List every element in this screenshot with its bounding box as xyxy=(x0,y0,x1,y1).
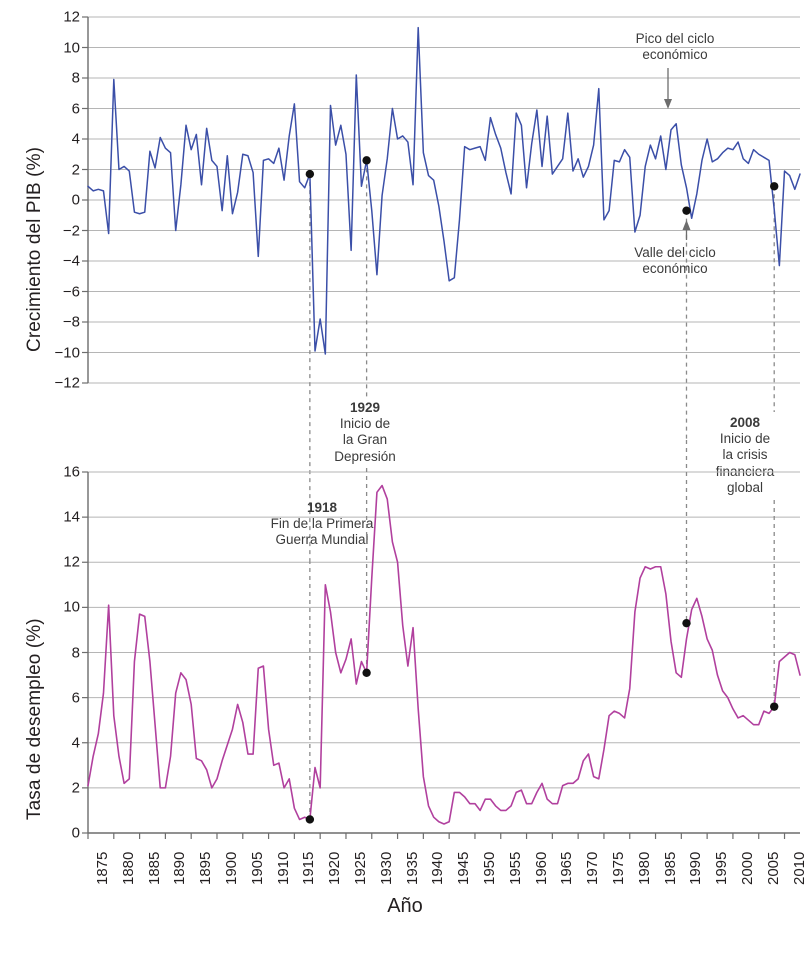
x-tick-label: 1895 xyxy=(197,851,215,885)
x-tick-label: 1930 xyxy=(377,851,395,885)
trough-arrowhead xyxy=(682,220,691,230)
y-tick-label: 8 xyxy=(71,69,80,87)
x-tick-label: 1890 xyxy=(171,851,189,885)
x-tick-label: 1955 xyxy=(506,851,524,885)
x-tick-label: 2010 xyxy=(790,851,808,885)
y-tick-label: −8 xyxy=(62,313,80,331)
y-tick-label: 10 xyxy=(63,39,80,56)
x-axis-label: Año xyxy=(387,895,423,917)
y-tick-label: 8 xyxy=(71,644,80,661)
y-tick-label: 0 xyxy=(71,191,80,209)
x-tick-label: 1920 xyxy=(326,851,344,885)
cycle-marker-point xyxy=(305,815,315,824)
cycle-marker-point xyxy=(682,206,691,215)
annotation-2008: 2008 Inicio de la crisis financiera glob… xyxy=(690,415,800,496)
annotation-1918-year: 1918 xyxy=(306,500,338,515)
y-tick-label: 4 xyxy=(71,130,80,148)
x-tick-label: 1990 xyxy=(687,851,705,885)
annotation-1918: 1918 Fin de la Primera Guerra Mundial xyxy=(232,500,412,549)
y-tick-label: 10 xyxy=(63,598,80,616)
y-tick-label: 4 xyxy=(71,734,80,752)
y-tick-label: 6 xyxy=(71,689,80,707)
y-tick-label: 12 xyxy=(63,553,80,571)
x-tick-label: 1935 xyxy=(403,851,421,885)
annotation-trough-line1: Valle del ciclo xyxy=(634,245,716,260)
annotation-2008-line1: Inicio de xyxy=(719,431,771,447)
annotation-1918-line2: Guerra Mundial xyxy=(275,532,369,548)
x-tick-label: 1915 xyxy=(300,851,318,885)
unemployment-rate-line xyxy=(87,484,801,825)
x-tick-label: 1875 xyxy=(94,851,111,885)
gdp-chart-canvas xyxy=(82,16,801,560)
x-tick-label: 1910 xyxy=(274,851,292,885)
x-tick-label: 2000 xyxy=(738,851,756,885)
annotation-2008-line3: financiera xyxy=(715,463,775,479)
annotation-1929-line3: Depresión xyxy=(334,448,396,464)
cycle-marker-point xyxy=(682,618,691,628)
y-tick-label: −10 xyxy=(54,344,80,361)
x-tick-label: 1960 xyxy=(532,851,550,885)
y-tick-label: 6 xyxy=(71,100,80,117)
x-tick-label: 2005 xyxy=(764,851,782,885)
cycle-marker-point xyxy=(305,169,315,179)
x-tick-label: 1985 xyxy=(661,851,679,885)
gdp-growth-line xyxy=(87,26,801,355)
x-tick-label: 1950 xyxy=(480,851,498,885)
y-tick-label: −12 xyxy=(54,374,80,392)
x-tick-label: 1970 xyxy=(584,851,602,885)
peak-arrowhead xyxy=(664,99,672,109)
annotation-1929-line2: la Gran xyxy=(342,432,388,448)
x-tick-label: 1940 xyxy=(429,851,447,885)
x-tick-label: 1925 xyxy=(351,851,369,885)
annotation-2008-year: 2008 xyxy=(729,415,761,430)
y-tick-label: −2 xyxy=(62,222,80,239)
x-tick-label: 1980 xyxy=(635,851,653,885)
cycle-marker-point xyxy=(362,668,371,678)
y-tick-label: −6 xyxy=(62,283,80,300)
cycle-marker-point xyxy=(770,702,779,711)
annotation-peak: Pico del ciclo económico xyxy=(600,31,750,63)
x-tick-label: 1975 xyxy=(609,851,627,885)
x-tick-label: 1945 xyxy=(455,851,473,885)
x-tick-label: 1900 xyxy=(222,851,240,885)
annotation-2008-line4: global xyxy=(726,479,764,495)
y-tick-label: 14 xyxy=(63,508,80,526)
annotation-1918-line1: Fin de la Primera xyxy=(270,516,374,532)
cycle-marker-point xyxy=(362,156,371,165)
x-tick-label: 1995 xyxy=(713,851,731,885)
annotation-1929: 1929 Inicio de la Gran Depresión xyxy=(310,400,420,465)
y-tick-label: 12 xyxy=(63,8,80,26)
annotation-1929-line1: Inicio de xyxy=(339,416,391,432)
x-tick-label: 1905 xyxy=(248,851,266,885)
annotation-trough: Valle del ciclo económico xyxy=(600,245,750,277)
cycle-marker-point xyxy=(770,182,779,191)
y-tick-label: 2 xyxy=(71,779,80,797)
x-tick-label: 1965 xyxy=(558,851,576,885)
x-tick-label: 1885 xyxy=(145,851,163,885)
x-tick-label: 1880 xyxy=(119,851,137,885)
y-tick-label: −4 xyxy=(62,252,80,270)
y-tick-label: 2 xyxy=(71,161,80,178)
annotation-trough-line2: económico xyxy=(642,261,708,277)
y-tick-label: 0 xyxy=(71,824,80,842)
y-tick-label: 16 xyxy=(63,463,80,481)
annotation-2008-line2: la crisis xyxy=(722,447,768,463)
annotation-peak-line2: económico xyxy=(642,47,708,63)
annotation-1929-year: 1929 xyxy=(349,400,381,415)
annotation-peak-line1: Pico del ciclo xyxy=(635,31,715,46)
